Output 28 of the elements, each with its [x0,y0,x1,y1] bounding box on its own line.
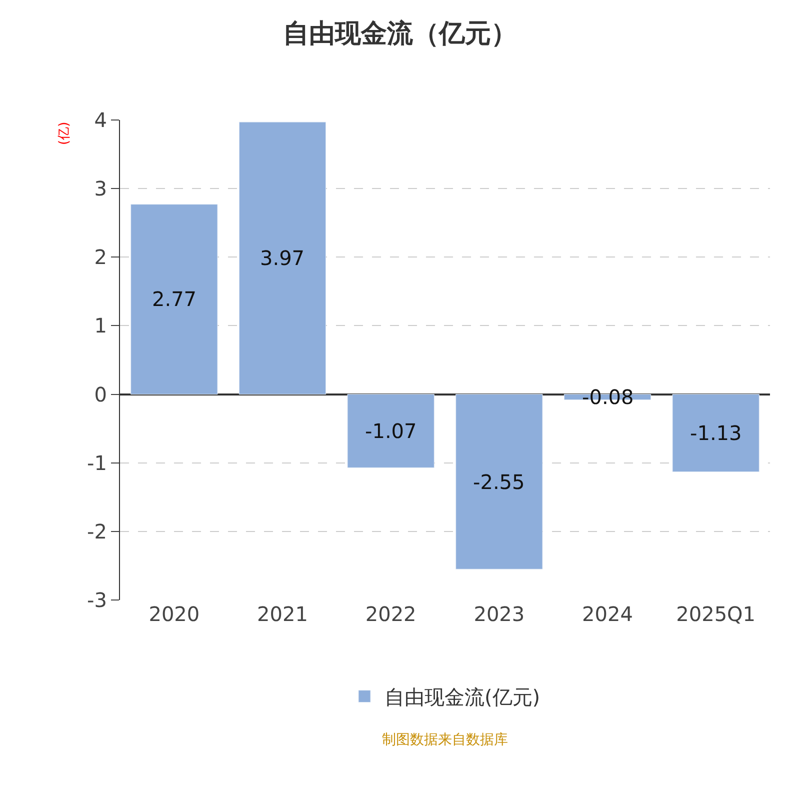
data-label: 2.77 [152,287,197,311]
data-label: 3.97 [260,246,305,270]
y-tick-label: 3 [94,176,107,201]
y-tick-label: -3 [87,588,107,612]
data-label: -1.13 [690,421,742,445]
legend-label: 自由现金流(亿元) [384,685,540,710]
y-tick-label: -2 [87,519,107,544]
y-tick-label: 2 [94,245,107,270]
data-label: -2.55 [473,470,525,494]
y-tick-label: 0 [94,382,107,406]
bar [672,394,760,472]
x-tick-label: 2022 [365,602,416,626]
text: 制图数据来自数据库 [382,732,508,748]
y-tick-label: -1 [87,450,107,475]
y-axis-title: (亿) [57,122,72,145]
x-tick-label: 2021 [257,602,308,626]
y-tick-label: 1 [94,314,107,338]
bar [130,204,218,395]
bar [456,394,543,570]
chart-title: 自由现金流（亿元） [283,19,517,50]
x-tick-label: 2025Q1 [676,602,756,626]
data-label: -1.07 [365,419,417,443]
x-tick-label: 2024 [582,602,633,626]
bar [238,122,326,395]
x-tick-label: 2023 [474,602,525,626]
bar [347,394,434,468]
x-tick-label: 2020 [148,602,200,626]
y-tick-label: 4 [94,108,107,132]
